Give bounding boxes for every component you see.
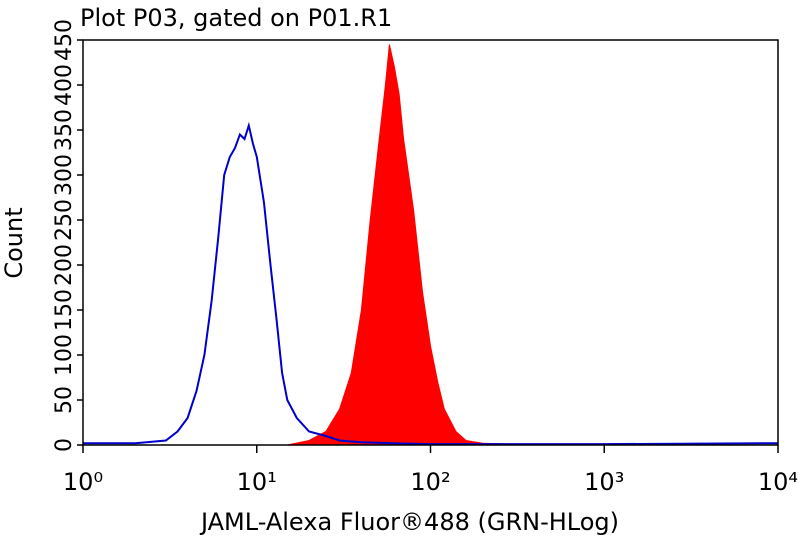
chart-title: Plot P03, gated on P01.R1 (80, 4, 392, 32)
x-tick-label: 10⁴ (758, 468, 798, 496)
y-tick-label: 100 (52, 334, 77, 376)
x-tick-label: 10² (410, 468, 450, 496)
y-axis-title: Count (0, 207, 28, 278)
y-tick-label: 350 (52, 109, 77, 151)
y-tick-label: 400 (52, 64, 77, 106)
y-tick-label: 450 (52, 19, 77, 61)
y-tick-label: 200 (52, 244, 77, 286)
y-tick-label: 50 (52, 386, 77, 414)
y-tick-label: 300 (52, 154, 77, 196)
y-tick-label: 150 (52, 289, 77, 331)
x-tick-label: 10⁰ (63, 468, 103, 496)
y-tick-label: 0 (52, 438, 77, 452)
x-tick-label: 10³ (584, 468, 624, 496)
x-tick-label: 10¹ (237, 468, 277, 496)
y-tick-label: 250 (52, 199, 77, 241)
histogram-area (287, 44, 779, 446)
histogram-line (83, 121, 779, 446)
x-axis-title: JAML-Alexa Fluor®488 (GRN-HLog) (199, 508, 619, 536)
